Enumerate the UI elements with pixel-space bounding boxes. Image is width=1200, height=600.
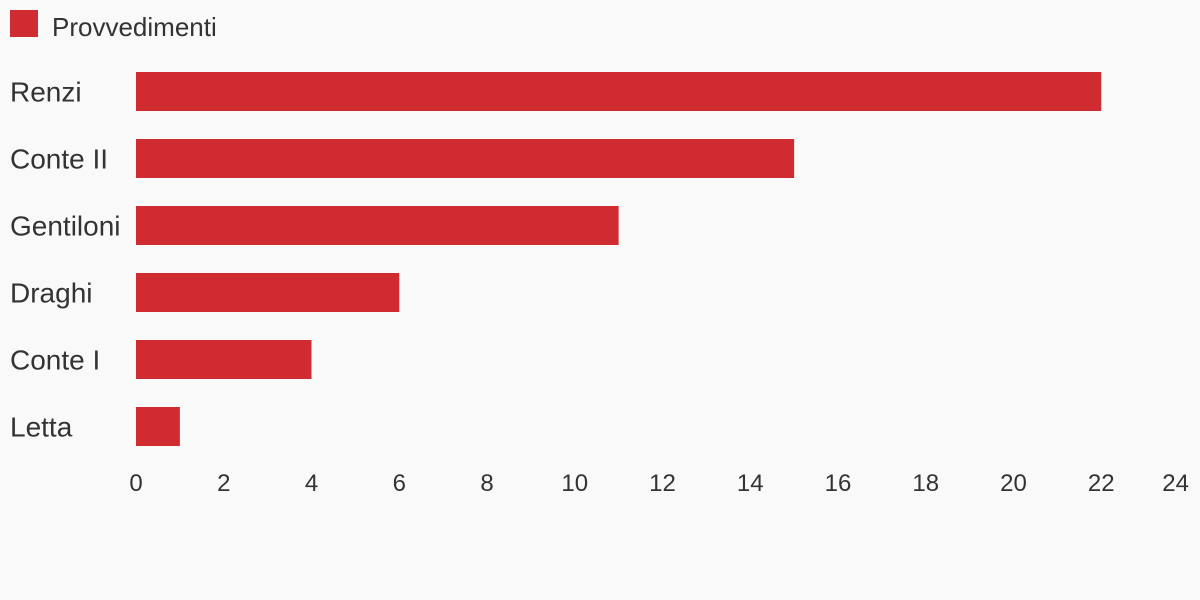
bar-letta (136, 407, 180, 446)
x-tick-label: 12 (649, 470, 676, 497)
x-tick-label: 24 (1162, 470, 1189, 497)
x-tick-label: 2 (217, 470, 230, 497)
legend-label: Provvedimenti (52, 12, 217, 42)
category-label: Renzi (10, 77, 82, 108)
category-label: Letta (10, 412, 73, 443)
category-labels: Renzi Conte II Gentiloni Draghi Conte I Letta (10, 77, 121, 443)
bar-draghi (136, 273, 400, 312)
x-tick-label: 10 (561, 470, 588, 497)
legend: Provvedimenti (10, 10, 217, 42)
legend-swatch (10, 10, 38, 37)
x-tick-label: 4 (305, 470, 318, 497)
category-label: Conte II (10, 144, 108, 175)
x-axis-tick-labels: 0 2 4 6 8 10 12 14 16 18 20 22 24 (129, 470, 1189, 497)
x-tick-label: 16 (825, 470, 852, 497)
x-tick-label: 18 (912, 470, 939, 497)
bar-conte-i (136, 340, 312, 379)
x-tick-label: 14 (737, 470, 764, 497)
bars (136, 72, 1102, 446)
x-tick-label: 22 (1088, 470, 1115, 497)
x-tick-label: 6 (393, 470, 406, 497)
category-label: Gentiloni (10, 211, 121, 242)
x-tick-label: 8 (480, 470, 493, 497)
x-tick-label: 20 (1000, 470, 1027, 497)
bar-renzi (136, 72, 1102, 111)
category-label: Draghi (10, 278, 92, 309)
x-tick-label: 0 (129, 470, 142, 497)
bar-gentiloni (136, 206, 619, 245)
bar-conte-ii (136, 139, 795, 178)
category-label: Conte I (10, 345, 100, 376)
